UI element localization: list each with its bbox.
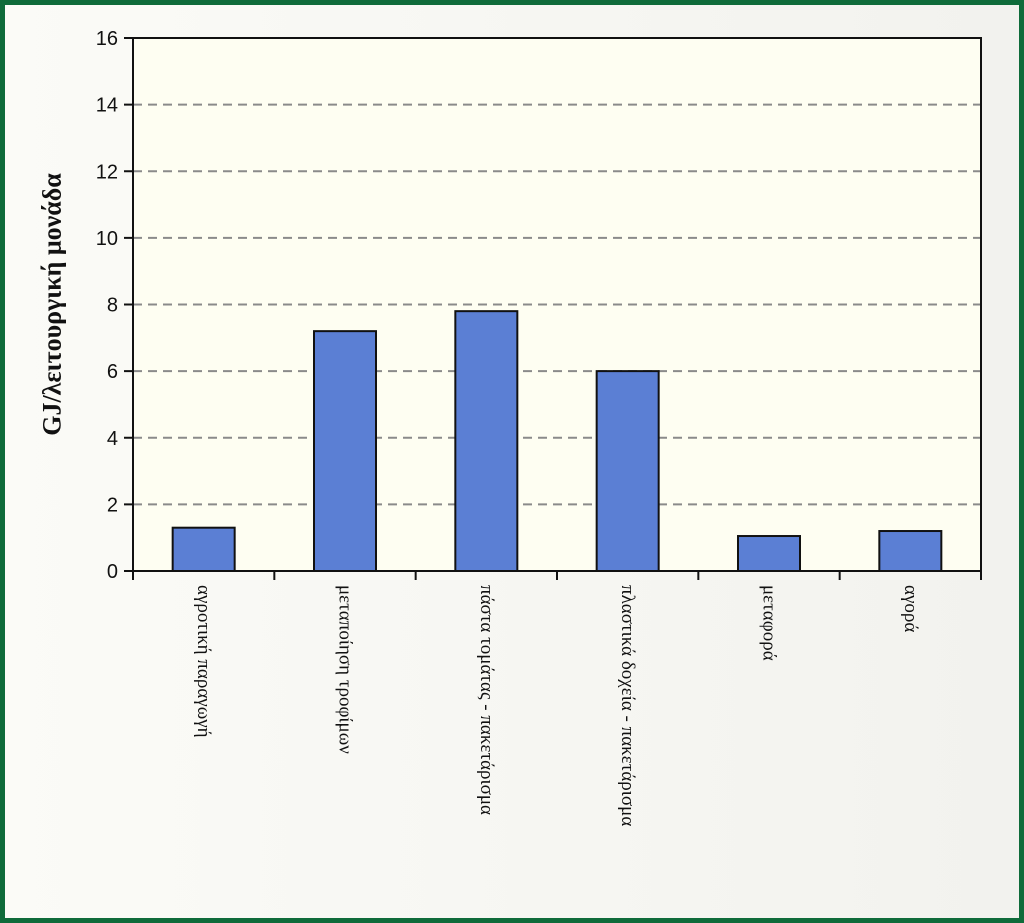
y-tick-label: 4 bbox=[107, 428, 118, 450]
x-tick-label: αγορά bbox=[900, 585, 921, 632]
y-axis-ticks: 0 2 4 6 8 10 12 14 16 bbox=[96, 28, 133, 583]
x-tick-label: μεταποίηση τροφίμων bbox=[335, 585, 356, 754]
y-tick-label: 2 bbox=[107, 494, 118, 516]
gridlines bbox=[133, 103, 981, 506]
x-axis-ticks: αγροτική παραγωγή μεταποίηση τροφίμων πάστ… bbox=[132, 571, 982, 826]
x-tick-label: αγροτική παραγωγή bbox=[193, 585, 214, 738]
bar bbox=[878, 530, 943, 573]
x-tick-label: πλαστικά δοχεία - πακετάρισμα bbox=[617, 585, 638, 826]
y-tick-label: 12 bbox=[96, 161, 118, 183]
y-tick-label: 16 bbox=[96, 28, 118, 50]
x-tick-label: πάστα τομάτας - πακετάρισμα bbox=[476, 585, 497, 815]
bar bbox=[454, 310, 519, 572]
y-tick-label: 0 bbox=[107, 561, 118, 583]
y-tick-label: 6 bbox=[107, 361, 118, 383]
y-tick-label: 8 bbox=[107, 295, 118, 317]
y-axis-label: GJ/λειτουργική μονάδα bbox=[38, 173, 67, 436]
bar bbox=[737, 535, 801, 572]
bar bbox=[171, 526, 236, 572]
bar bbox=[313, 330, 377, 572]
y-tick-label: 14 bbox=[96, 95, 118, 117]
x-tick-label: μεταφορά bbox=[759, 585, 780, 661]
y-tick-label: 10 bbox=[96, 228, 118, 250]
bar bbox=[595, 370, 660, 572]
